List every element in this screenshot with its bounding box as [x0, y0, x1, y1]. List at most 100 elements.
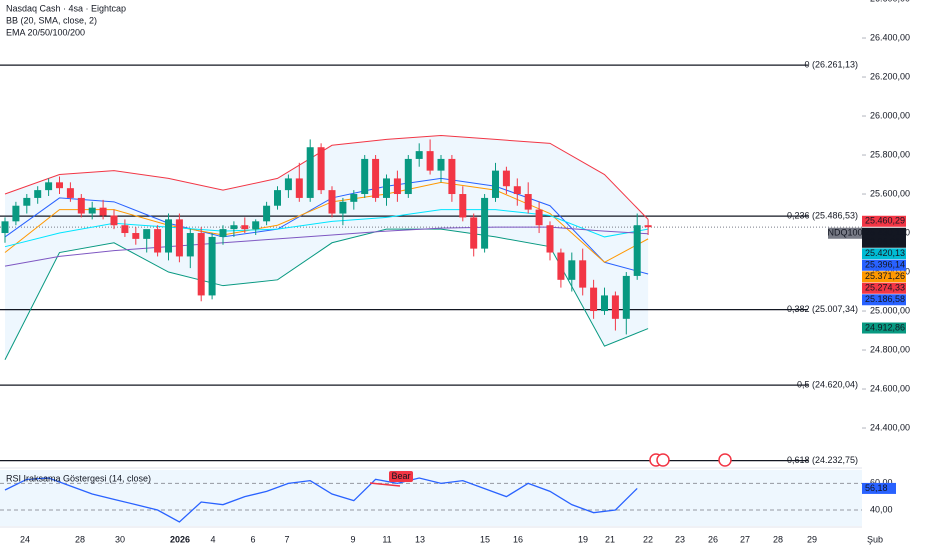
candle-body [252, 221, 260, 230]
x-tick-label: 23 [675, 534, 685, 544]
candle-body [88, 207, 96, 214]
y-tick-label: 26.400,00 [870, 32, 910, 42]
candle-body [383, 178, 390, 198]
price-badge [862, 227, 906, 248]
candle-body [524, 194, 532, 210]
price-badge-label: 25.396,14 [865, 260, 905, 270]
candle-body [99, 207, 107, 216]
candle-body [350, 194, 358, 202]
candle-body [601, 295, 608, 312]
price-badge-label: 25.186,58 [865, 294, 905, 304]
candle-body [633, 225, 641, 276]
x-tick-label: 15 [480, 534, 490, 544]
candle-body [546, 225, 554, 253]
overlay-line [4, 135, 649, 220]
price-badge [862, 271, 906, 283]
x-tick-label: 2026 [170, 534, 190, 544]
candle-body [306, 147, 314, 198]
candle-body [579, 260, 587, 288]
y-tick-label: 25.800,00 [870, 149, 910, 159]
y-tick-label: 26.200,00 [870, 71, 910, 81]
x-tick-label: 9 [350, 534, 355, 544]
rsi-badge-label: 56,18 [865, 483, 888, 493]
rsi-tick-label: 60,00 [870, 478, 893, 488]
candle-body [12, 205, 20, 222]
divergence-line [369, 482, 401, 487]
candle-body [481, 197, 489, 249]
rsi-badge [862, 482, 896, 494]
candle-body [284, 178, 292, 191]
candle-body [361, 158, 369, 195]
x-tick-label: 4 [210, 534, 215, 544]
price-badge [862, 294, 906, 306]
candle-body [263, 205, 271, 222]
chart-title: Nasdaq Cash · 4sa · Eightcap [6, 3, 126, 13]
candle-body [492, 170, 499, 198]
bear-label: Bear [391, 471, 410, 481]
candle-body [230, 225, 238, 230]
symbol-badge [828, 227, 862, 239]
candle-body [372, 158, 380, 198]
candle-body [611, 295, 619, 319]
x-tick-label: 6 [250, 534, 255, 544]
fib-label: 0,382 (25.007,34) [787, 304, 858, 314]
x-tick-label: 30 [115, 534, 125, 544]
candle-body [165, 219, 172, 253]
candle-body [45, 182, 53, 191]
candle-body [404, 158, 412, 195]
fib-label: 0,618 (24.232,75) [787, 455, 858, 465]
y-tick-label: 26.000,00 [870, 110, 910, 120]
candle-body [459, 194, 467, 218]
price-badge [862, 248, 906, 260]
fib-label: 0 (26.261,13) [804, 59, 858, 69]
bb-fill [5, 135, 649, 360]
fib-label-bg [808, 379, 862, 392]
symbol-label: NDQ100 [827, 228, 862, 238]
event-icons [649, 453, 732, 467]
x-tick-label: 28 [773, 534, 783, 544]
candle-body [186, 233, 194, 257]
price-badge-label: 24.912,86 [865, 322, 905, 332]
price-badge-label: 25.420,13 [865, 248, 905, 258]
rsi-title: RSI Iraksama Göstergesi (14, close) [6, 473, 151, 483]
x-tick-label: 21 [605, 534, 615, 544]
candle-body [110, 215, 118, 226]
price-badge [862, 322, 906, 334]
candle-body [535, 209, 543, 226]
candle-body [448, 158, 456, 195]
y-tick-label: 26.600,00 [870, 0, 910, 3]
candle-body [328, 190, 336, 214]
candle-body [241, 225, 249, 230]
x-tick-label: 26 [708, 534, 718, 544]
candle-body [132, 233, 140, 239]
candle-body [502, 170, 510, 187]
candle-body [415, 151, 423, 159]
candle-body [557, 252, 565, 280]
candle-body [437, 158, 445, 171]
candle-body [274, 190, 281, 206]
candle-body [197, 233, 205, 296]
y-tick-label: 24.800,00 [870, 344, 910, 354]
candle-body [513, 186, 521, 195]
candle-body [23, 197, 31, 206]
candle-body [339, 201, 347, 214]
fib-label-bg [808, 59, 862, 72]
x-tick-label: 19 [578, 534, 588, 544]
price-badge [862, 282, 906, 294]
y-tick-label: 24.600,00 [870, 383, 910, 393]
candle-body [175, 219, 183, 257]
candle-body [208, 236, 216, 296]
indicator-legend: BB (20, SMA, close, 2) [6, 15, 97, 25]
bear-badge [389, 471, 413, 482]
candle-body [622, 275, 630, 319]
x-tick-label: 13 [415, 534, 425, 544]
countdown: 03:06:01 [865, 237, 900, 247]
price-badge [862, 259, 906, 271]
fib-label-bg [808, 303, 862, 316]
candle-body [66, 188, 74, 198]
candle-body [121, 225, 129, 234]
fib-label-bg [808, 454, 862, 467]
candle-body [470, 217, 478, 249]
y-tick-label: 25.600,00 [870, 188, 910, 198]
